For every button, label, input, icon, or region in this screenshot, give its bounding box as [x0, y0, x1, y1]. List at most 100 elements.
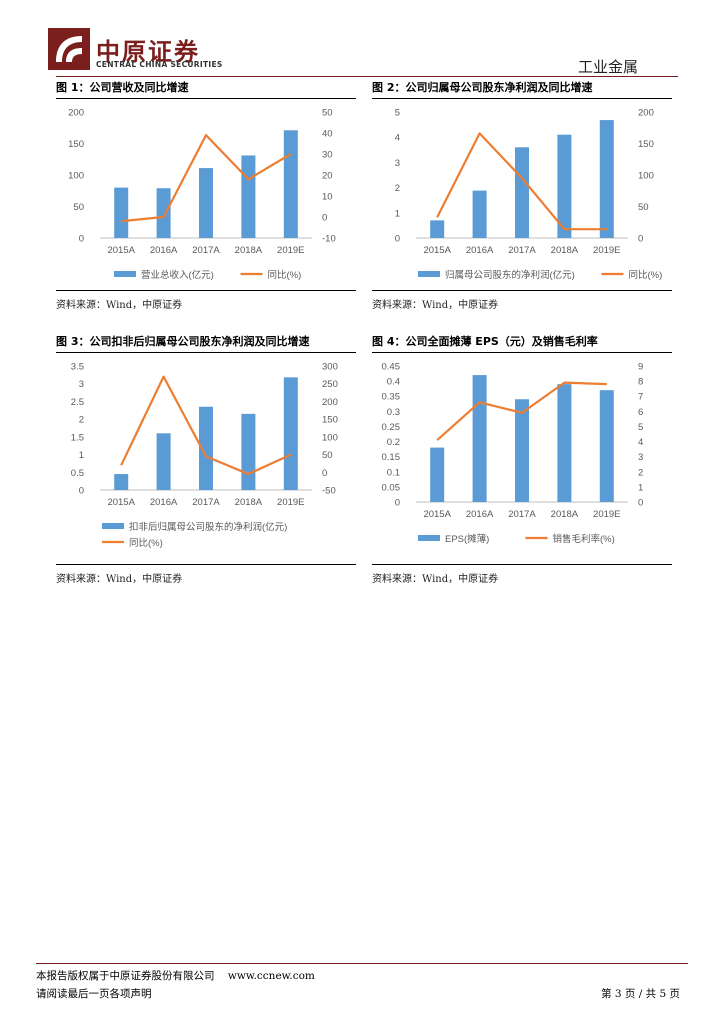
- bar: [430, 220, 445, 238]
- y-left-tick-label: 0.1: [387, 467, 400, 478]
- x-tick-label: 2018A: [551, 245, 579, 256]
- x-tick-label: 2015A: [423, 245, 451, 256]
- y-left-tick-label: 0: [395, 234, 400, 245]
- y-left-tick-label: 50: [73, 202, 84, 213]
- x-tick-label: 2016A: [150, 245, 178, 256]
- x-tick-label: 2019E: [593, 245, 620, 256]
- y-right-tick-label: 20: [322, 171, 333, 182]
- y-left-tick-label: 0: [79, 486, 84, 497]
- y-right-tick-label: 50: [322, 108, 333, 119]
- y-right-tick-label: 50: [638, 202, 649, 213]
- chart-3-svg: 0 0.5 1 1.5 2 2.5 3 3.5 -50 0 50 100 150 200 250 300 201…: [71, 362, 338, 550]
- y-right-tick-label: -10: [322, 234, 336, 245]
- y-left-tick-label: 100: [68, 171, 84, 182]
- y-left-tick-label: 0.35: [382, 392, 401, 403]
- chart-title: 图 2：公司归属母公司股东净利润及同比增速: [372, 78, 672, 99]
- x-tick-label: 2018A: [235, 245, 263, 256]
- bar: [114, 474, 129, 490]
- bar: [199, 168, 213, 238]
- chart-title: 图 1：公司营收及同比增速: [56, 78, 356, 99]
- y-right-tick-label: 0: [638, 234, 643, 245]
- y-right-tick-label: 200: [638, 108, 654, 119]
- x-tick-label: 2015A: [107, 245, 135, 256]
- y-right-tick-label: 0: [638, 498, 643, 509]
- x-tick-label: 2017A: [508, 509, 536, 520]
- bar: [156, 433, 171, 490]
- y-right-tick-label: 0: [322, 468, 327, 479]
- y-right-tick-label: 150: [638, 139, 654, 150]
- y-left-tick-label: 0.3: [387, 407, 400, 418]
- x-tick-label: 2017A: [508, 245, 536, 256]
- header-divider: [56, 76, 678, 77]
- legend-label: 同比(%): [268, 269, 302, 281]
- y-right-tick-label: 3: [638, 452, 643, 463]
- y-left-tick-label: 0.2: [387, 437, 400, 448]
- y-left-tick-label: 200: [68, 108, 84, 119]
- legend-label: 营业总收入(亿元): [141, 269, 214, 281]
- line-series: [436, 381, 607, 441]
- y-right-tick-label: 1: [638, 482, 643, 493]
- y-left-tick-label: 1: [79, 450, 84, 461]
- x-tick-label: 2016A: [466, 509, 494, 520]
- x-tick-label: 2017A: [192, 497, 220, 508]
- y-right-tick-label: 30: [322, 150, 333, 161]
- y-left-tick-label: 5: [395, 108, 400, 119]
- legend-label: EPS(摊薄): [445, 533, 489, 545]
- footer-page-info: 第 3 页 / 共 5 页: [601, 988, 680, 1000]
- y-left-tick-label: 1: [395, 208, 400, 219]
- legend-bar-swatch: [102, 523, 124, 529]
- y-left-tick-label: 2.5: [71, 397, 84, 408]
- y-left-tick-label: 4: [395, 133, 400, 144]
- bar: [472, 375, 487, 502]
- chart-source: 资料来源：Wind，中原证券: [372, 564, 672, 585]
- chart-4-svg: 0 0.05 0.1 0.15 0.2 0.25 0.3 0.35 0.4 0.45 0 1 2 3 4 5 6…: [382, 362, 644, 546]
- legend-label: 同比(%): [629, 269, 663, 281]
- y-right-tick-label: 50: [322, 450, 333, 461]
- y-right-tick-label: 9: [638, 362, 643, 373]
- bar: [599, 120, 614, 238]
- y-left-tick-label: 0.5: [71, 468, 84, 479]
- footer-disclaimer: 请阅读最后一页各项声明: [36, 988, 152, 1000]
- y-right-tick-label: 2: [638, 467, 643, 478]
- legend-label: 销售毛利率(%): [553, 533, 615, 545]
- y-left-tick-label: 2: [395, 183, 400, 194]
- y-right-tick-label: 8: [638, 377, 643, 388]
- y-right-tick-label: 10: [322, 192, 333, 203]
- bar: [599, 390, 614, 502]
- y-right-tick-label: -50: [322, 486, 336, 497]
- y-left-tick-label: 3: [79, 379, 84, 390]
- y-right-tick-label: 7: [638, 392, 643, 403]
- legend-bar-swatch: [418, 535, 440, 541]
- y-left-tick-label: 0.45: [382, 362, 401, 373]
- y-right-tick-label: 100: [322, 432, 338, 443]
- x-tick-label: 2016A: [150, 497, 178, 508]
- footer-divider: [36, 963, 688, 964]
- x-tick-label: 2018A: [551, 509, 579, 520]
- line-series: [436, 132, 607, 231]
- y-right-tick-label: 150: [322, 415, 338, 426]
- y-left-tick-label: 0.05: [382, 482, 401, 493]
- ccs-logo-icon: [48, 28, 90, 70]
- chart-source: 资料来源：Wind，中原证券: [372, 290, 672, 311]
- bar: [430, 447, 445, 502]
- y-left-tick-label: 150: [68, 139, 84, 150]
- x-tick-label: 2016A: [466, 245, 494, 256]
- legend-label: 归属母公司股东的净利润(亿元): [445, 269, 575, 281]
- x-tick-label: 2019E: [593, 509, 620, 520]
- logo-text-cn: 中原证券: [96, 37, 200, 66]
- website-link[interactable]: www.ccnew.com: [227, 970, 315, 982]
- x-tick-label: 2019E: [277, 497, 304, 508]
- bar: [241, 413, 256, 490]
- y-right-tick-label: 0: [322, 213, 327, 224]
- line-series: [120, 375, 292, 476]
- y-right-tick-label: 40: [322, 129, 333, 140]
- bar: [472, 190, 487, 238]
- logo-text-en: CENTRAL CHINA SECURITIES: [96, 60, 223, 69]
- chart-1-svg: 0 50 100 150 200 -10 0 10 20 30 40 50 2015A 2016A 2017…: [68, 108, 336, 282]
- y-left-tick-label: 0.15: [382, 452, 401, 463]
- y-right-tick-label: 300: [322, 362, 338, 373]
- bar: [283, 377, 298, 490]
- bar: [557, 384, 572, 502]
- y-left-tick-label: 1.5: [71, 432, 84, 443]
- y-right-tick-label: 6: [638, 407, 643, 418]
